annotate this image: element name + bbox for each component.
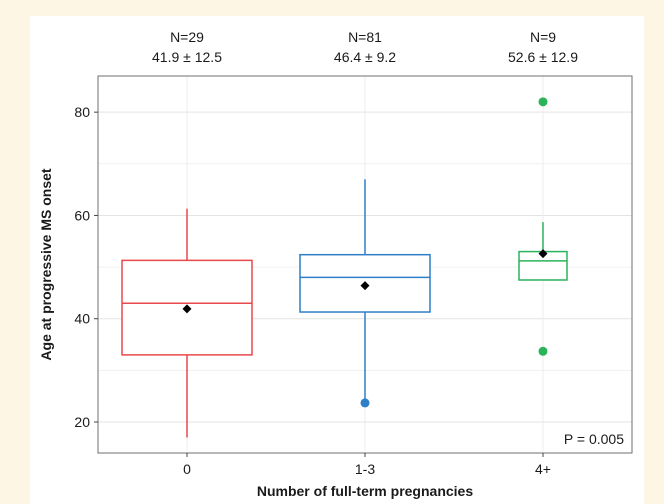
group-stat-labels: N=29 41.9 ± 12.5 N=81 46.4 ± 9.2 N=9 52.6 ± 1… xyxy=(152,29,578,65)
y-tick-label: 20 xyxy=(74,414,90,430)
y-axis-ticks: 20 40 60 80 xyxy=(74,104,98,430)
outlier-point xyxy=(360,398,370,408)
p-value-annotation: P = 0.005 xyxy=(564,431,624,447)
outlier-point xyxy=(538,346,548,356)
outlier-point xyxy=(538,97,548,107)
x-tick-label: 1-3 xyxy=(355,461,375,477)
mean-marker xyxy=(360,281,370,291)
group-mean-sd-label: 41.9 ± 12.5 xyxy=(152,49,222,65)
mean-marker xyxy=(538,249,548,259)
box-groups xyxy=(121,97,568,438)
group-mean-sd-label: 46.4 ± 9.2 xyxy=(334,49,396,65)
box-group-0 xyxy=(121,208,253,438)
box-group-1-3 xyxy=(299,179,431,408)
mean-marker xyxy=(182,304,192,314)
group-n-label: N=81 xyxy=(348,29,382,45)
group-n-label: N=29 xyxy=(170,29,204,45)
x-tick-label: 4+ xyxy=(535,461,551,477)
x-axis-ticks: 0 1-3 4+ xyxy=(183,453,551,477)
box-group-4+ xyxy=(518,97,568,356)
x-axis-title: Number of full-term pregnancies xyxy=(257,483,473,499)
y-axis-title: Age at progressive MS onset xyxy=(38,168,54,361)
y-tick-label: 80 xyxy=(74,104,90,120)
x-tick-label: 0 xyxy=(183,461,191,477)
y-tick-label: 40 xyxy=(74,311,90,327)
y-tick-label: 60 xyxy=(74,207,90,223)
group-mean-sd-label: 52.6 ± 12.9 xyxy=(508,49,578,65)
group-n-label: N=9 xyxy=(530,29,556,45)
